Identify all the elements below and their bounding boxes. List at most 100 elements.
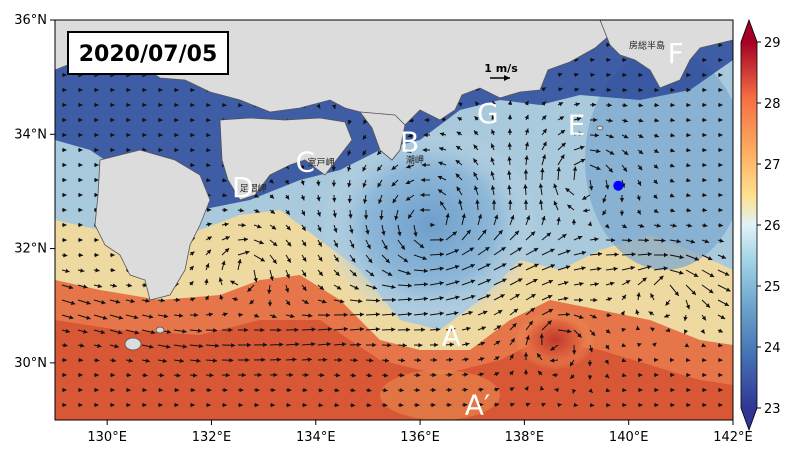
- current-vector-head: [588, 185, 594, 191]
- current-vector-head: [224, 222, 229, 227]
- current-vector-head: [287, 387, 292, 393]
- lat-tick-label: 32°N: [14, 242, 47, 257]
- current-vector-head: [686, 177, 691, 183]
- current-vector-head: [292, 357, 297, 362]
- current-vector-head: [669, 193, 675, 198]
- current-vector-head: [416, 357, 422, 363]
- island-miyakejima: [596, 125, 604, 131]
- current-vector-head: [176, 297, 181, 303]
- current-vector-head: [206, 102, 211, 108]
- current-vector-head: [62, 147, 67, 153]
- current-vector-head: [439, 281, 444, 286]
- current-vector-head: [174, 402, 179, 408]
- current-vector-head: [479, 357, 485, 362]
- colorbar: 29 28 27 26 25 24 23: [740, 18, 781, 432]
- current-vector-head: [347, 182, 352, 188]
- current-vector-head: [431, 402, 436, 408]
- current-vector-head: [621, 294, 626, 300]
- current-vector-head: [62, 117, 67, 123]
- place-label: 足摺岬: [240, 182, 267, 194]
- current-vector-head: [479, 372, 484, 377]
- date-label: 2020/07/05: [79, 42, 218, 67]
- current-vector-head: [285, 273, 290, 279]
- current-vector-head: [190, 87, 195, 93]
- current-vector-head: [596, 165, 601, 171]
- current-vector-head: [419, 243, 425, 248]
- current-vector-head: [126, 402, 131, 408]
- current-vector-head: [375, 327, 380, 332]
- current-vector-head: [507, 170, 512, 175]
- current-vector-head: [575, 102, 580, 107]
- current-vector-head: [158, 387, 163, 393]
- current-vector-head: [290, 313, 295, 319]
- current-vector-head: [470, 279, 476, 284]
- region-label: A: [442, 320, 461, 353]
- current-vector-head: [642, 277, 647, 282]
- current-vector-head: [369, 358, 374, 363]
- current-vector-head: [638, 372, 643, 378]
- current-vector-head: [271, 387, 276, 393]
- current-vector-head: [574, 87, 580, 92]
- current-vector-head: [343, 326, 348, 332]
- current-vector-head: [239, 387, 244, 393]
- current-vector-head: [205, 263, 210, 268]
- current-vector-head: [110, 117, 115, 123]
- current-vector-head: [590, 331, 596, 336]
- current-vector-head: [160, 298, 165, 303]
- current-vector-head: [149, 344, 154, 349]
- current-vector-head: [197, 328, 202, 333]
- current-vector-head: [352, 271, 357, 277]
- current-vector-head: [619, 198, 625, 203]
- current-vector-head: [78, 87, 83, 93]
- current-vector-head: [473, 130, 479, 135]
- current-vector-head: [571, 219, 577, 224]
- current-vector-head: [134, 330, 140, 335]
- current-vector-head: [510, 338, 515, 343]
- current-vector-head: [247, 287, 252, 292]
- current-vector-head: [565, 312, 571, 317]
- current-vector-head: [391, 284, 396, 290]
- current-vector-head: [212, 358, 218, 363]
- current-vector-head: [501, 247, 506, 252]
- current-vector-head: [327, 327, 332, 332]
- island-yakushima: [124, 337, 142, 351]
- current-vector-head: [463, 387, 468, 393]
- current-vector-head: [523, 369, 529, 374]
- current-vector-head: [322, 299, 327, 304]
- current-vector-head: [318, 271, 323, 276]
- current-vector-head: [507, 128, 513, 133]
- current-vector-head: [439, 296, 444, 301]
- current-vector-head: [294, 327, 299, 333]
- current-vector-head: [351, 388, 356, 393]
- current-vector-head: [494, 356, 500, 361]
- current-vector-head: [238, 402, 243, 408]
- current-vector-head: [458, 199, 463, 205]
- current-vector-head: [338, 357, 343, 363]
- current-vector-head: [577, 235, 583, 240]
- current-vector-head: [588, 388, 593, 393]
- current-vector-head: [670, 372, 675, 378]
- current-vector-head: [556, 217, 561, 222]
- current-vector-head: [62, 237, 67, 243]
- current-vector-head: [362, 150, 367, 156]
- current-vector-head: [424, 117, 429, 123]
- current-vector-head: [127, 372, 132, 378]
- current-vector-head: [679, 254, 684, 260]
- current-vector-head: [526, 215, 531, 220]
- current-vector-head: [420, 192, 425, 198]
- current-vector-head: [636, 343, 642, 348]
- current-vector-head: [316, 212, 321, 217]
- current-vector-head: [559, 116, 565, 121]
- current-vector-head: [473, 144, 478, 150]
- current-vector-head: [605, 329, 611, 334]
- current-vector-head: [690, 239, 696, 244]
- current-vector-head: [718, 387, 723, 393]
- warm-eddy-south: [380, 370, 500, 420]
- current-vector-head: [523, 352, 529, 357]
- current-vector-head: [571, 350, 577, 355]
- current-vector-head: [597, 266, 602, 272]
- current-vector-head: [62, 402, 67, 408]
- current-vector-head: [498, 230, 503, 235]
- current-vector-head: [191, 387, 196, 393]
- current-vector-head: [335, 373, 341, 378]
